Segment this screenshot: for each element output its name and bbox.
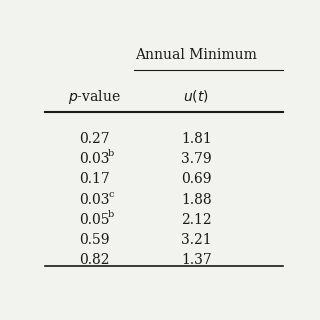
Text: 1.88: 1.88 <box>181 193 212 207</box>
Text: $p$-value: $p$-value <box>68 88 121 106</box>
Text: 2.12: 2.12 <box>181 213 212 227</box>
Text: b: b <box>108 210 115 219</box>
Text: 0.59: 0.59 <box>79 233 110 247</box>
Text: 0.05: 0.05 <box>79 213 110 227</box>
Text: 3.79: 3.79 <box>181 152 212 166</box>
Text: $u(t)$: $u(t)$ <box>183 88 209 104</box>
Text: 0.82: 0.82 <box>79 253 110 267</box>
Text: 0.27: 0.27 <box>79 132 110 146</box>
Text: 1.81: 1.81 <box>181 132 212 146</box>
Text: 1.37: 1.37 <box>181 253 212 267</box>
Text: Annual Minimum: Annual Minimum <box>135 48 257 62</box>
Text: c: c <box>108 190 114 199</box>
Text: b: b <box>108 149 115 158</box>
Text: 0.69: 0.69 <box>181 172 212 187</box>
Text: 3.21: 3.21 <box>181 233 212 247</box>
Text: 0.03: 0.03 <box>79 152 110 166</box>
Text: 0.03: 0.03 <box>79 193 110 207</box>
Text: 0.17: 0.17 <box>79 172 110 187</box>
